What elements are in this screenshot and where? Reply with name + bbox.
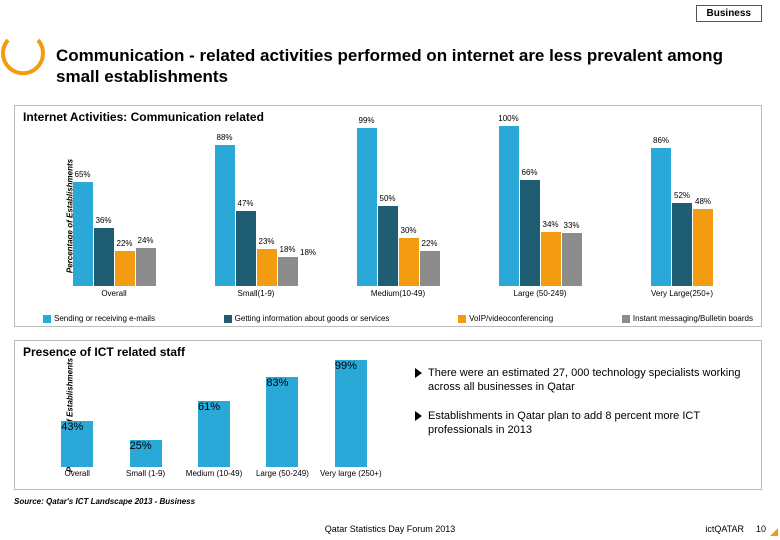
category-label: Medium (10-49)	[180, 467, 248, 479]
category-label: Medium(10-49)	[327, 286, 469, 298]
triangle-icon	[415, 368, 422, 378]
bar: 43%	[61, 421, 93, 467]
category-label: Large (50-249)	[248, 467, 316, 479]
legend-swatch	[622, 315, 630, 323]
triangle-icon	[415, 411, 422, 421]
bar-label: 24%	[137, 236, 153, 245]
legend-swatch	[458, 315, 466, 323]
bar-label: 33%	[563, 221, 579, 230]
bar-label: 47%	[237, 199, 253, 208]
legend-label: Sending or receiving e-mails	[54, 314, 155, 323]
corner-decoration	[770, 528, 778, 536]
legend-item: Getting information about goods or servi…	[224, 314, 390, 323]
bar-label: 99%	[335, 360, 367, 372]
bar: 22%	[115, 251, 135, 286]
bar-label: 22%	[116, 239, 132, 248]
source-text: Source: Qatar's ICT Landscape 2013 - Bus…	[14, 497, 195, 506]
bar: 66%	[520, 180, 540, 286]
legend-item: Sending or receiving e-mails	[43, 314, 155, 323]
bar: 33%	[562, 233, 582, 286]
business-tag: Business	[696, 5, 762, 22]
bar-label: 52%	[674, 191, 690, 200]
category-label: Small(1-9)	[185, 286, 327, 298]
page-title: Communication - related activities perfo…	[56, 45, 762, 88]
bar: 24%	[136, 248, 156, 286]
category-label: Very Large(250+)	[611, 286, 753, 298]
bar-label: 66%	[521, 168, 537, 177]
bar: 18%	[278, 257, 298, 286]
legend-swatch	[43, 315, 51, 323]
bullets: There were an estimated 27, 000 technolo…	[415, 366, 751, 451]
bullet-item: There were an estimated 27, 000 technolo…	[415, 366, 751, 395]
bar-label: 18%	[279, 245, 295, 254]
bar: 25%	[130, 440, 162, 467]
bar: 30%	[399, 238, 419, 286]
qatar-logo	[0, 32, 46, 82]
bullet-text: There were an estimated 27, 000 technolo…	[428, 366, 751, 395]
bar-label: 23%	[258, 237, 274, 246]
bar-label: 86%	[653, 136, 669, 145]
legend-label: VoIP/videoconferencing	[469, 314, 553, 323]
extra-label: 18%	[300, 248, 316, 257]
category-label: Small (1-9)	[111, 467, 179, 479]
chart1-title: Internet Activities: Communication relat…	[15, 106, 761, 128]
brand-text: ictQATAR	[705, 524, 744, 534]
bar-label: 22%	[421, 239, 437, 248]
bar: 86%	[651, 148, 671, 286]
bar-label: 34%	[542, 220, 558, 229]
bullet-item: Establishments in Qatar plan to add 8 pe…	[415, 409, 751, 438]
legend-swatch	[224, 315, 232, 323]
bar: 36%	[94, 228, 114, 286]
bar-label: 61%	[198, 401, 230, 413]
chart1-plot: 65%36%22%24%Overall88%47%23%18%18%Small(…	[43, 126, 753, 286]
bar: 23%	[257, 249, 277, 286]
bar: 48%	[693, 209, 713, 286]
bar-label: 30%	[400, 226, 416, 235]
bar: 99%	[335, 360, 367, 467]
page-number: 10	[756, 524, 766, 534]
footer-text: Qatar Statistics Day Forum 2013	[0, 524, 780, 534]
bar: 34%	[541, 232, 561, 286]
legend-label: Getting information about goods or servi…	[235, 314, 390, 323]
bar: 61%	[198, 401, 230, 467]
legend-item: VoIP/videoconferencing	[458, 314, 553, 323]
bar: 100%	[499, 126, 519, 286]
bar: 50%	[378, 206, 398, 286]
bar-label: 25%	[130, 440, 162, 452]
bar: 52%	[672, 203, 692, 286]
bar-label: 36%	[95, 216, 111, 225]
legend-label: Instant messaging/Bulletin boards	[633, 314, 753, 323]
category-label: Overall	[43, 467, 111, 479]
bar-label: 83%	[266, 377, 298, 389]
bar: 47%	[236, 211, 256, 286]
bar: 99%	[357, 128, 377, 286]
chart2-panel: Presence of ICT related staff Percentage…	[14, 340, 762, 490]
bar-label: 43%	[61, 421, 93, 433]
category-label: Very large (250+)	[317, 467, 385, 479]
bullet-text: Establishments in Qatar plan to add 8 pe…	[428, 409, 751, 438]
bar-label: 65%	[74, 170, 90, 179]
bar: 83%	[266, 377, 298, 467]
chart2-plot: 43%Overall25%Small (1-9)61%Medium (10-49…	[43, 359, 385, 467]
legend-item: Instant messaging/Bulletin boards	[622, 314, 753, 323]
bar: 22%	[420, 251, 440, 286]
bar-label: 99%	[358, 116, 374, 125]
chart1-panel: Internet Activities: Communication relat…	[14, 105, 762, 327]
bar-label: 50%	[379, 194, 395, 203]
bar-label: 88%	[216, 133, 232, 142]
category-label: Overall	[43, 286, 185, 298]
bar-label: 48%	[695, 197, 711, 206]
chart1-legend: Sending or receiving e-mails Getting info…	[43, 314, 753, 323]
category-label: Large (50-249)	[469, 286, 611, 298]
bar: 65%	[73, 182, 93, 286]
bar-label: 100%	[498, 114, 518, 123]
bar: 88%	[215, 145, 235, 286]
